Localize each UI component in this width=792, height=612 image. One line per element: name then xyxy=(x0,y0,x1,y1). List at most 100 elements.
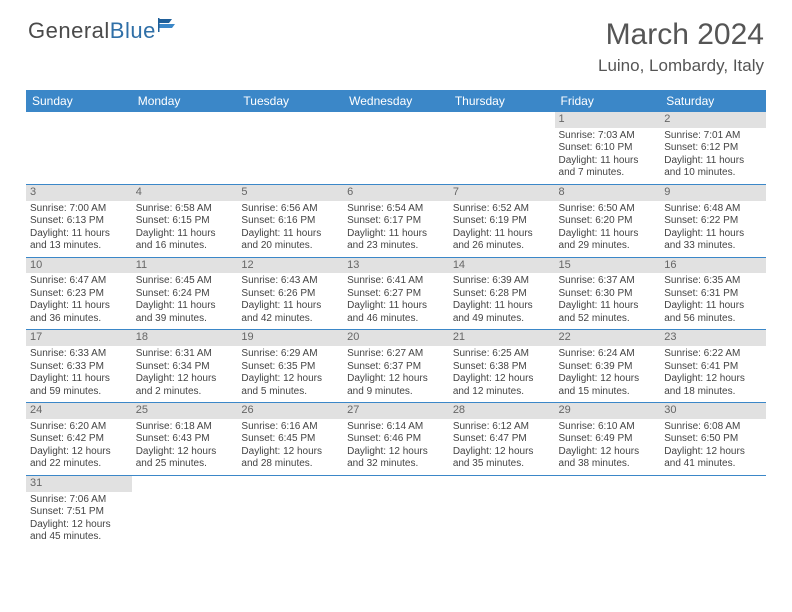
calendar-cell: 28Sunrise: 6:12 AMSunset: 6:47 PMDayligh… xyxy=(449,403,555,476)
daylight-text: Daylight: 12 hours and 35 minutes. xyxy=(453,446,551,471)
sunset-text: Sunset: 6:20 PM xyxy=(559,215,657,228)
calendar-body: 1Sunrise: 7:03 AMSunset: 6:10 PMDaylight… xyxy=(26,112,766,548)
day-number: 19 xyxy=(237,330,343,346)
sunrise-text: Sunrise: 6:54 AM xyxy=(347,203,445,216)
calendar-row: 3Sunrise: 7:00 AMSunset: 6:13 PMDaylight… xyxy=(26,184,766,257)
daylight-text: Daylight: 12 hours and 12 minutes. xyxy=(453,373,551,398)
daylight-text: Daylight: 11 hours and 46 minutes. xyxy=(347,300,445,325)
calendar-row: 24Sunrise: 6:20 AMSunset: 6:42 PMDayligh… xyxy=(26,403,766,476)
daylight-text: Daylight: 11 hours and 16 minutes. xyxy=(136,228,234,253)
calendar-cell: 6Sunrise: 6:54 AMSunset: 6:17 PMDaylight… xyxy=(343,184,449,257)
calendar-cell: 5Sunrise: 6:56 AMSunset: 6:16 PMDaylight… xyxy=(237,184,343,257)
daylight-text: Daylight: 12 hours and 45 minutes. xyxy=(30,519,128,544)
calendar-cell: 15Sunrise: 6:37 AMSunset: 6:30 PMDayligh… xyxy=(555,257,661,330)
day-number: 14 xyxy=(449,258,555,274)
sunset-text: Sunset: 6:43 PM xyxy=(136,433,234,446)
sunset-text: Sunset: 6:27 PM xyxy=(347,288,445,301)
day-number: 27 xyxy=(343,403,449,419)
calendar-cell: 29Sunrise: 6:10 AMSunset: 6:49 PMDayligh… xyxy=(555,403,661,476)
daylight-text: Daylight: 11 hours and 56 minutes. xyxy=(664,300,762,325)
calendar-cell xyxy=(343,475,449,547)
sunset-text: Sunset: 6:42 PM xyxy=(30,433,128,446)
sunrise-text: Sunrise: 6:16 AM xyxy=(241,421,339,434)
calendar-cell: 26 Sunrise: 6:16 AMSunset: 6:45 PMDayligh… xyxy=(237,403,343,476)
calendar-cell: 21Sunrise: 6:25 AMSunset: 6:38 PMDayligh… xyxy=(449,330,555,403)
daylight-text: Daylight: 12 hours and 2 minutes. xyxy=(136,373,234,398)
day-number: 17 xyxy=(26,330,132,346)
calendar-cell xyxy=(132,475,238,547)
sunrise-text: Sunrise: 6:31 AM xyxy=(136,348,234,361)
sunset-text: Sunset: 6:28 PM xyxy=(453,288,551,301)
weekday-header: Wednesday xyxy=(343,90,449,112)
calendar-cell: 19Sunrise: 6:29 AMSunset: 6:35 PMDayligh… xyxy=(237,330,343,403)
calendar-cell: 25Sunrise: 6:18 AMSunset: 6:43 PMDayligh… xyxy=(132,403,238,476)
daylight-text: Daylight: 12 hours and 5 minutes. xyxy=(241,373,339,398)
day-number: 26 xyxy=(237,403,343,419)
sunrise-text: Sunrise: 6:27 AM xyxy=(347,348,445,361)
daylight-text: Daylight: 11 hours and 52 minutes. xyxy=(559,300,657,325)
day-number: 13 xyxy=(343,258,449,274)
calendar-row: 1 Sunrise: 7:03 AMSunset: 6:10 PMDaylight… xyxy=(26,112,766,184)
sunset-text: Sunset: 6:39 PM xyxy=(559,361,657,374)
sunset-text: Sunset: 6:12 PM xyxy=(664,142,762,155)
day-number: 25 xyxy=(132,403,238,419)
weekday-header: Sunday xyxy=(26,90,132,112)
header: GeneralBlue March 2024 Luino, Lombardy, … xyxy=(0,0,792,84)
weekday-header: Saturday xyxy=(660,90,766,112)
sunset-text: Sunset: 6:34 PM xyxy=(136,361,234,374)
day-number: 15 xyxy=(555,258,661,274)
sunrise-text: Sunrise: 7:01 AM xyxy=(664,130,762,143)
page-title: March 2024 xyxy=(598,18,764,52)
calendar-cell: 2Sunrise: 7:01 AMSunset: 6:12 PMDaylight… xyxy=(660,112,766,184)
day-number: 1 xyxy=(555,112,661,128)
sunset-text: Sunset: 6:37 PM xyxy=(347,361,445,374)
sunrise-text: Sunrise: 6:52 AM xyxy=(453,203,551,216)
weekday-header: Thursday xyxy=(449,90,555,112)
sunset-text: Sunset: 6:26 PM xyxy=(241,288,339,301)
daylight-text: Daylight: 12 hours and 28 minutes. xyxy=(241,446,339,471)
daylight-text: Daylight: 11 hours and 33 minutes. xyxy=(664,228,762,253)
calendar-cell: 3Sunrise: 7:00 AMSunset: 6:13 PMDaylight… xyxy=(26,184,132,257)
calendar-cell: 14Sunrise: 6:39 AMSunset: 6:28 PMDayligh… xyxy=(449,257,555,330)
day-number: 11 xyxy=(132,258,238,274)
weekday-header: Monday xyxy=(132,90,238,112)
sunrise-text: Sunrise: 6:41 AM xyxy=(347,275,445,288)
calendar-cell: 18Sunrise: 6:31 AMSunset: 6:34 PMDayligh… xyxy=(132,330,238,403)
calendar-cell: 13Sunrise: 6:41 AMSunset: 6:27 PMDayligh… xyxy=(343,257,449,330)
calendar-row: 31Sunrise: 7:06 AMSunset: 7:51 PMDayligh… xyxy=(26,475,766,547)
calendar-cell xyxy=(555,475,661,547)
calendar-cell: 22Sunrise: 6:24 AMSunset: 6:39 PMDayligh… xyxy=(555,330,661,403)
daylight-text: Daylight: 12 hours and 15 minutes. xyxy=(559,373,657,398)
daylight-text: Daylight: 12 hours and 25 minutes. xyxy=(136,446,234,471)
day-number: 28 xyxy=(449,403,555,419)
day-number: 8 xyxy=(555,185,661,201)
daylight-text: Daylight: 12 hours and 18 minutes. xyxy=(664,373,762,398)
sunrise-text: Sunrise: 6:39 AM xyxy=(453,275,551,288)
sunset-text: Sunset: 6:16 PM xyxy=(241,215,339,228)
sunrise-text: Sunrise: 6:56 AM xyxy=(241,203,339,216)
sunrise-text: Sunrise: 6:10 AM xyxy=(559,421,657,434)
sunrise-text: Sunrise: 7:03 AM xyxy=(559,130,657,143)
day-number: 22 xyxy=(555,330,661,346)
sunset-text: Sunset: 6:24 PM xyxy=(136,288,234,301)
day-number: 24 xyxy=(26,403,132,419)
calendar-cell: 11Sunrise: 6:45 AMSunset: 6:24 PMDayligh… xyxy=(132,257,238,330)
sunrise-text: Sunrise: 6:45 AM xyxy=(136,275,234,288)
daylight-text: Daylight: 12 hours and 38 minutes. xyxy=(559,446,657,471)
calendar-cell: 4Sunrise: 6:58 AMSunset: 6:15 PMDaylight… xyxy=(132,184,238,257)
logo-text: GeneralBlue xyxy=(28,18,156,44)
sunset-text: Sunset: 6:45 PM xyxy=(241,433,339,446)
day-number: 3 xyxy=(26,185,132,201)
day-number: 29 xyxy=(555,403,661,419)
day-number: 12 xyxy=(237,258,343,274)
sunrise-text: Sunrise: 6:12 AM xyxy=(453,421,551,434)
day-number: 5 xyxy=(237,185,343,201)
calendar-cell xyxy=(237,112,343,184)
sunrise-text: Sunrise: 6:25 AM xyxy=(453,348,551,361)
day-number: 4 xyxy=(132,185,238,201)
calendar-cell: 27Sunrise: 6:14 AMSunset: 6:46 PMDayligh… xyxy=(343,403,449,476)
daylight-text: Daylight: 11 hours and 7 minutes. xyxy=(559,155,657,180)
calendar-cell: 17Sunrise: 6:33 AMSunset: 6:33 PMDayligh… xyxy=(26,330,132,403)
sunset-text: Sunset: 6:10 PM xyxy=(559,142,657,155)
sunset-text: Sunset: 7:51 PM xyxy=(30,506,128,519)
